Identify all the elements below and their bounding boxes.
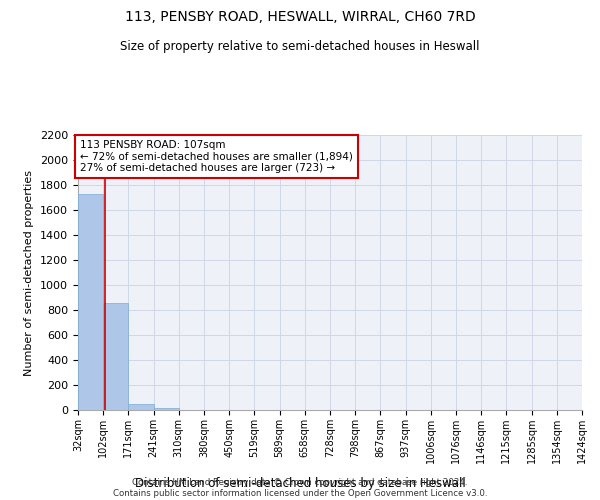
- Bar: [128, 404, 154, 410]
- Text: Size of property relative to semi-detached houses in Heswall: Size of property relative to semi-detach…: [120, 40, 480, 53]
- Y-axis label: Number of semi-detached properties: Number of semi-detached properties: [25, 170, 34, 376]
- Bar: [103, 302, 128, 410]
- Text: 113 PENSBY ROAD: 107sqm
← 72% of semi-detached houses are smaller (1,894)
27% of: 113 PENSBY ROAD: 107sqm ← 72% of semi-de…: [80, 140, 353, 173]
- Text: Distribution of semi-detached houses by size in Heswall: Distribution of semi-detached houses by …: [134, 477, 466, 490]
- Bar: [154, 408, 179, 410]
- Text: 113, PENSBY ROAD, HESWALL, WIRRAL, CH60 7RD: 113, PENSBY ROAD, HESWALL, WIRRAL, CH60 …: [125, 10, 475, 24]
- Bar: [78, 194, 103, 410]
- Text: Contains HM Land Registry data © Crown copyright and database right 2024.
Contai: Contains HM Land Registry data © Crown c…: [113, 478, 487, 498]
